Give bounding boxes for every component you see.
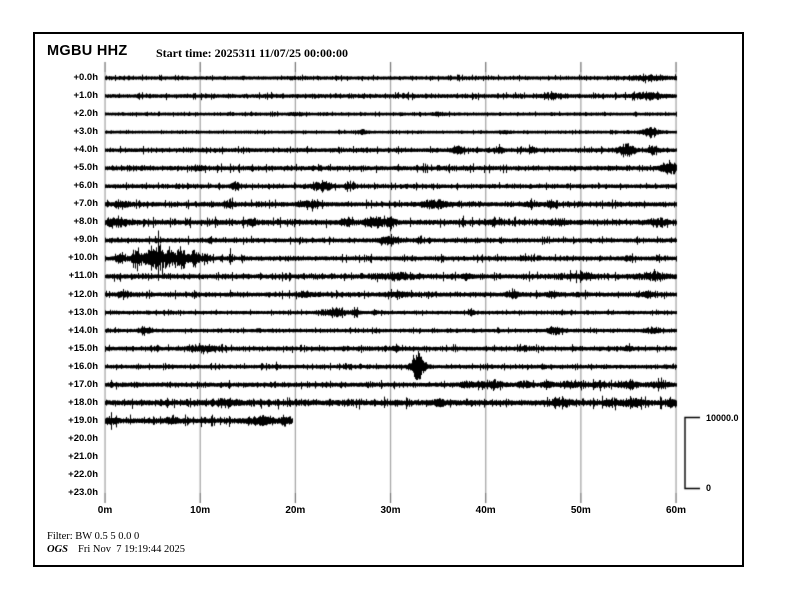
- minute-label: 60m: [665, 505, 686, 516]
- footer-line: OGS Fri Nov 7 19:19:44 2025: [47, 544, 185, 555]
- hour-label: +10.0h: [68, 252, 98, 264]
- scale-max-label: 10000.0: [706, 413, 739, 423]
- minute-label: 30m: [380, 505, 401, 516]
- minute-label: 10m: [190, 505, 211, 516]
- hour-label: +4.0h: [73, 144, 98, 156]
- generation-timestamp: Fri Nov 7 19:19:44 2025: [78, 544, 186, 555]
- agency-name: OGS: [47, 544, 69, 555]
- filter-info: Filter: BW 0.5 5 0.0 0: [47, 531, 140, 542]
- hour-label: +19.0h: [68, 414, 98, 426]
- hour-label: +7.0h: [73, 198, 98, 210]
- minute-label: 40m: [475, 505, 496, 516]
- minute-label: 0m: [97, 505, 113, 516]
- hour-label: +13.0h: [68, 306, 98, 318]
- hour-label: +14.0h: [68, 324, 98, 336]
- hour-label: +2.0h: [73, 108, 98, 120]
- hour-label: +12.0h: [68, 288, 98, 300]
- hour-label: +18.0h: [68, 396, 98, 408]
- hour-label: +9.0h: [73, 234, 98, 246]
- hour-label: +21.0h: [68, 450, 98, 462]
- hour-label: +15.0h: [68, 342, 98, 354]
- hour-label: +8.0h: [73, 216, 98, 228]
- minute-label: 20m: [285, 505, 306, 516]
- hour-label: +23.0h: [68, 486, 98, 498]
- hour-label: +6.0h: [73, 180, 98, 192]
- hour-label: +11.0h: [68, 270, 98, 282]
- station-title: MGBU HHZ: [47, 43, 128, 59]
- hour-label: +17.0h: [68, 378, 98, 390]
- scale-min-label: 0: [706, 483, 712, 493]
- hour-label: +0.0h: [73, 72, 98, 83]
- hour-label: +5.0h: [73, 162, 98, 174]
- hour-label: +1.0h: [73, 90, 98, 102]
- hour-label: +20.0h: [68, 432, 98, 444]
- hour-label: +22.0h: [68, 468, 98, 480]
- start-time-label: Start time: 2025311 11/07/25 00:00:00: [156, 46, 348, 60]
- hour-label: +3.0h: [73, 126, 98, 138]
- hour-label: +16.0h: [68, 360, 98, 372]
- minute-label: 50m: [570, 505, 591, 516]
